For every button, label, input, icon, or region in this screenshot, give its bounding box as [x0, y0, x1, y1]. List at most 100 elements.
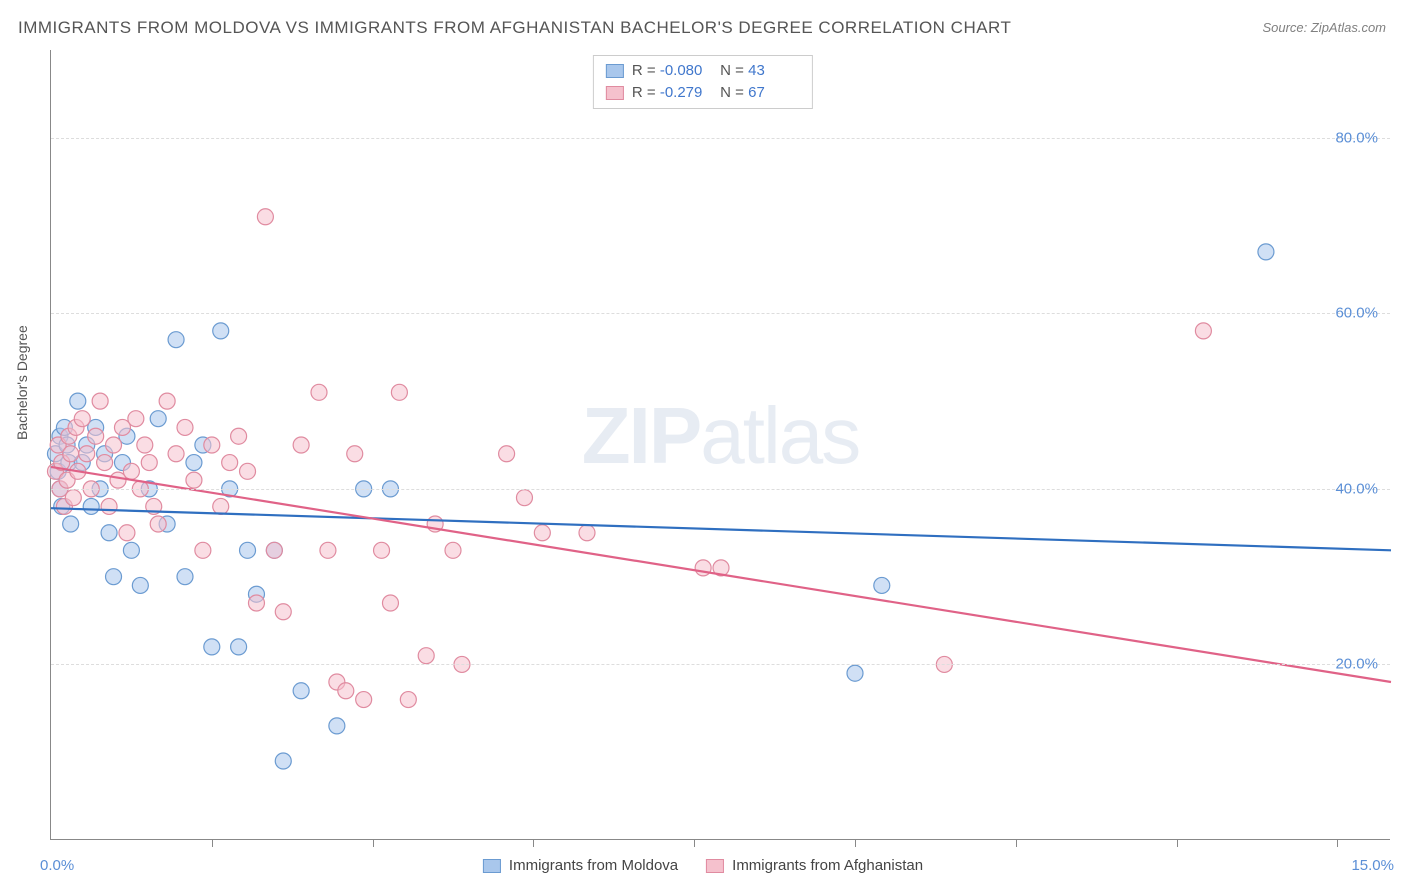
- gridline: [51, 313, 1390, 314]
- data-point-afghanistan: [106, 437, 122, 453]
- data-point-afghanistan: [266, 542, 282, 558]
- data-point-afghanistan: [128, 411, 144, 427]
- data-point-afghanistan: [213, 498, 229, 514]
- data-point-moldova: [106, 569, 122, 585]
- data-point-afghanistan: [74, 411, 90, 427]
- data-point-moldova: [83, 498, 99, 514]
- x-axis-min-label: 0.0%: [40, 857, 74, 874]
- x-tick: [1177, 839, 1178, 847]
- x-tick: [855, 839, 856, 847]
- data-point-afghanistan: [141, 455, 157, 471]
- data-point-afghanistan: [92, 393, 108, 409]
- data-point-afghanistan: [88, 428, 104, 444]
- data-point-moldova: [186, 455, 202, 471]
- data-point-afghanistan: [1195, 323, 1211, 339]
- legend-stat-text: R = -0.080 N = 43: [632, 60, 800, 82]
- y-tick-label: 60.0%: [1335, 305, 1378, 322]
- data-point-moldova: [70, 393, 86, 409]
- data-point-afghanistan: [195, 542, 211, 558]
- data-point-afghanistan: [347, 446, 363, 462]
- data-point-moldova: [63, 516, 79, 532]
- data-point-moldova: [150, 411, 166, 427]
- data-point-afghanistan: [186, 472, 202, 488]
- legend-label: Immigrants from Afghanistan: [732, 857, 923, 874]
- data-point-afghanistan: [137, 437, 153, 453]
- data-point-afghanistan: [79, 446, 95, 462]
- gridline: [51, 664, 1390, 665]
- data-point-moldova: [1258, 244, 1274, 260]
- data-point-moldova: [101, 525, 117, 541]
- data-point-afghanistan: [374, 542, 390, 558]
- data-point-afghanistan: [311, 384, 327, 400]
- data-point-afghanistan: [275, 604, 291, 620]
- data-point-moldova: [231, 639, 247, 655]
- legend-stats: R = -0.080 N = 43R = -0.279 N = 67: [593, 55, 813, 109]
- y-tick-label: 20.0%: [1335, 656, 1378, 673]
- data-point-afghanistan: [579, 525, 595, 541]
- data-point-afghanistan: [123, 463, 139, 479]
- data-point-moldova: [329, 718, 345, 734]
- legend-swatch-moldova: [606, 64, 624, 78]
- data-point-moldova: [168, 332, 184, 348]
- data-point-moldova: [293, 683, 309, 699]
- data-point-afghanistan: [204, 437, 220, 453]
- legend-label: Immigrants from Moldova: [509, 857, 678, 874]
- data-point-afghanistan: [248, 595, 264, 611]
- scatter-chart-svg: [51, 50, 1390, 839]
- data-point-moldova: [213, 323, 229, 339]
- data-point-afghanistan: [119, 525, 135, 541]
- data-point-afghanistan: [63, 446, 79, 462]
- data-point-moldova: [240, 542, 256, 558]
- data-point-afghanistan: [445, 542, 461, 558]
- data-point-afghanistan: [391, 384, 407, 400]
- data-point-moldova: [132, 577, 148, 593]
- gridline: [51, 138, 1390, 139]
- x-tick: [212, 839, 213, 847]
- x-tick: [694, 839, 695, 847]
- data-point-moldova: [847, 665, 863, 681]
- x-tick: [373, 839, 374, 847]
- data-point-afghanistan: [356, 692, 372, 708]
- y-axis-label: Bachelor's Degree: [14, 325, 30, 440]
- x-tick: [1337, 839, 1338, 847]
- data-point-afghanistan: [499, 446, 515, 462]
- gridline: [51, 489, 1390, 490]
- legend-stat-row-afghanistan: R = -0.279 N = 67: [606, 82, 800, 104]
- data-point-afghanistan: [320, 542, 336, 558]
- data-point-moldova: [123, 542, 139, 558]
- legend-item-moldova: Immigrants from Moldova: [483, 857, 678, 874]
- source-attribution: Source: ZipAtlas.com: [1262, 20, 1386, 35]
- data-point-moldova: [874, 577, 890, 593]
- data-point-afghanistan: [400, 692, 416, 708]
- plot-area: ZIPatlas 20.0%40.0%60.0%80.0%: [50, 50, 1390, 840]
- legend-item-afghanistan: Immigrants from Afghanistan: [706, 857, 923, 874]
- legend-series: Immigrants from Moldova Immigrants from A…: [483, 857, 923, 874]
- x-tick: [1016, 839, 1017, 847]
- x-axis-max-label: 15.0%: [1351, 857, 1394, 874]
- data-point-afghanistan: [257, 209, 273, 225]
- data-point-afghanistan: [97, 455, 113, 471]
- data-point-afghanistan: [222, 455, 238, 471]
- legend-swatch-afghanistan: [606, 86, 624, 100]
- chart-title: IMMIGRANTS FROM MOLDOVA VS IMMIGRANTS FR…: [18, 18, 1011, 38]
- legend-stat-row-moldova: R = -0.080 N = 43: [606, 60, 800, 82]
- data-point-afghanistan: [338, 683, 354, 699]
- trend-line-afghanistan: [51, 467, 1391, 682]
- data-point-afghanistan: [159, 393, 175, 409]
- legend-stat-text: R = -0.279 N = 67: [632, 82, 800, 104]
- data-point-moldova: [275, 753, 291, 769]
- data-point-moldova: [177, 569, 193, 585]
- x-tick: [533, 839, 534, 847]
- data-point-afghanistan: [516, 490, 532, 506]
- legend-swatch-afghanistan: [706, 859, 724, 873]
- data-point-afghanistan: [240, 463, 256, 479]
- data-point-afghanistan: [168, 446, 184, 462]
- data-point-afghanistan: [534, 525, 550, 541]
- data-point-afghanistan: [101, 498, 117, 514]
- y-tick-label: 80.0%: [1335, 129, 1378, 146]
- data-point-afghanistan: [177, 419, 193, 435]
- data-point-afghanistan: [382, 595, 398, 611]
- data-point-moldova: [204, 639, 220, 655]
- data-point-afghanistan: [418, 648, 434, 664]
- data-point-afghanistan: [231, 428, 247, 444]
